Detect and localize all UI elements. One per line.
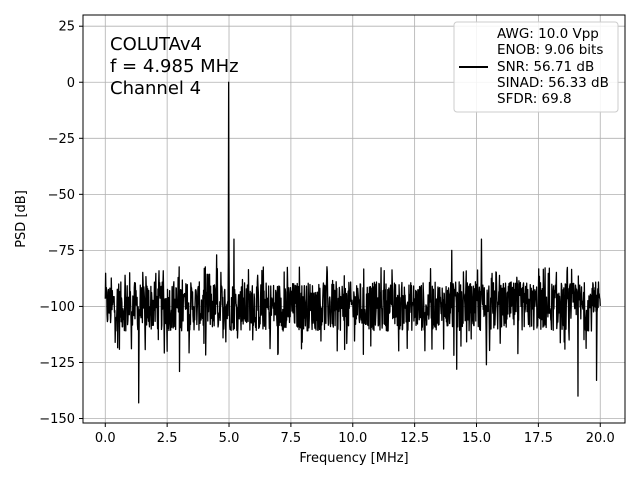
y-tick-label: 0 <box>67 76 75 91</box>
y-tick-label: −150 <box>39 412 75 427</box>
annotation-block: COLUTAv4 f = 4.985 MHz Channel 4 <box>110 34 239 99</box>
y-tick-label: −50 <box>48 188 75 203</box>
legend-entry-enob: ENOB: 9.06 bits <box>497 42 603 58</box>
annotation-channel: Channel 4 <box>110 78 201 99</box>
x-tick-label: 5.0 <box>219 431 240 446</box>
y-tick-label: −75 <box>48 244 75 259</box>
legend-entry-awg: AWG: 10.0 Vpp <box>497 26 599 42</box>
x-tick-label: 12.5 <box>400 431 429 446</box>
annotation-frequency: f = 4.985 MHz <box>110 56 239 77</box>
x-tick-label: 0.0 <box>95 431 116 446</box>
x-tick-label: 10.0 <box>338 431 367 446</box>
x-tick-label: 15.0 <box>462 431 491 446</box>
plot-area <box>104 81 601 404</box>
legend: AWG: 10.0 Vpp ENOB: 9.06 bits SNR: 56.71… <box>453 21 619 113</box>
annotation-device: COLUTAv4 <box>110 34 202 55</box>
y-tick-label: −125 <box>39 356 75 371</box>
y-tick-label: −25 <box>48 132 75 147</box>
x-axis-label: Frequency [MHz] <box>299 451 408 466</box>
legend-entry-sfdr: SFDR: 69.8 <box>497 91 572 107</box>
y-tick-label: −100 <box>39 300 75 315</box>
psd-series-line <box>104 81 601 404</box>
x-tick-label: 2.5 <box>157 431 178 446</box>
plot-frame <box>82 14 626 424</box>
x-tick-label: 20.0 <box>586 431 615 446</box>
legend-box <box>453 21 619 113</box>
y-tick-label: 25 <box>58 20 75 35</box>
x-tick-label: 7.5 <box>281 431 302 446</box>
y-axis-label: PSD [dB] <box>14 190 29 248</box>
legend-entry-snr: SNR: 56.71 dB <box>497 59 594 75</box>
legend-entry-sinad: SINAD: 56.33 dB <box>497 75 609 91</box>
x-tick-label: 17.5 <box>524 431 553 446</box>
axis-ticks: 0.0 2.5 5.0 7.5 10.0 12.5 15.0 17.5 20.0 25 0 −25 −5… <box>39 20 614 446</box>
